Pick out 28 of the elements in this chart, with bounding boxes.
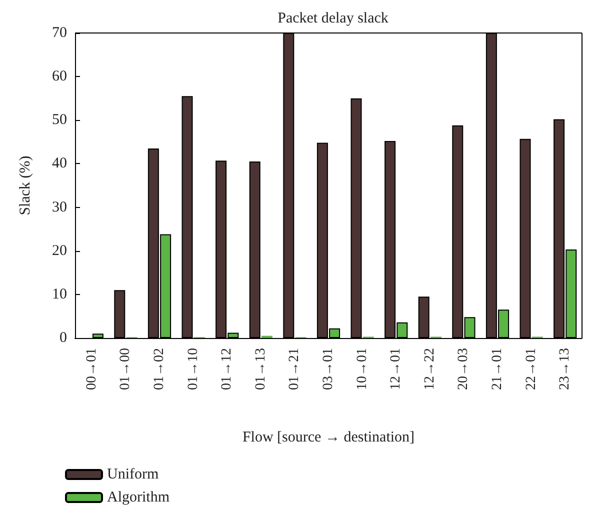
x-tick-label: 01→00 — [118, 348, 134, 390]
y-tick-label: 30 — [52, 199, 67, 216]
y-tick-label: 20 — [52, 242, 67, 259]
x-tick-label: 21→01 — [490, 348, 505, 390]
x-tick-label: 01→21 — [287, 348, 302, 390]
x-tick-label: 12→22 — [422, 348, 438, 390]
x-tick-label: 01→10 — [186, 348, 201, 390]
x-tick-label: 10→01 — [354, 348, 370, 390]
x-tick-label: 20→03 — [456, 348, 472, 390]
x-tick-label: 12→01 — [388, 348, 404, 390]
y-tick-label: 70 — [52, 25, 67, 41]
legend-label: Algorithm — [107, 490, 170, 506]
x-tick-label: 01→02 — [152, 348, 167, 390]
y-tick-label: 50 — [52, 112, 67, 128]
x-tick-label: 22→01 — [524, 348, 539, 390]
x-tick-label: 00→01 — [84, 348, 100, 390]
x-tick-label: 01→13 — [253, 348, 268, 390]
y-tick-label: 40 — [52, 156, 67, 172]
y-tick-label: 0 — [60, 330, 67, 346]
chart-title: Packet delay slack — [278, 10, 389, 26]
x-tick-label: 03→01 — [321, 348, 336, 390]
y-tick-label: 60 — [52, 68, 67, 85]
y-tick-label: 10 — [52, 286, 67, 302]
x-axis-title: Flow [source → destination] — [242, 430, 415, 446]
x-tick-label: 01→12 — [220, 348, 235, 390]
x-tick-label: 23→13 — [558, 348, 573, 390]
legend-label: Uniform — [107, 466, 159, 482]
y-axis-title: Slack (%) — [18, 156, 34, 216]
